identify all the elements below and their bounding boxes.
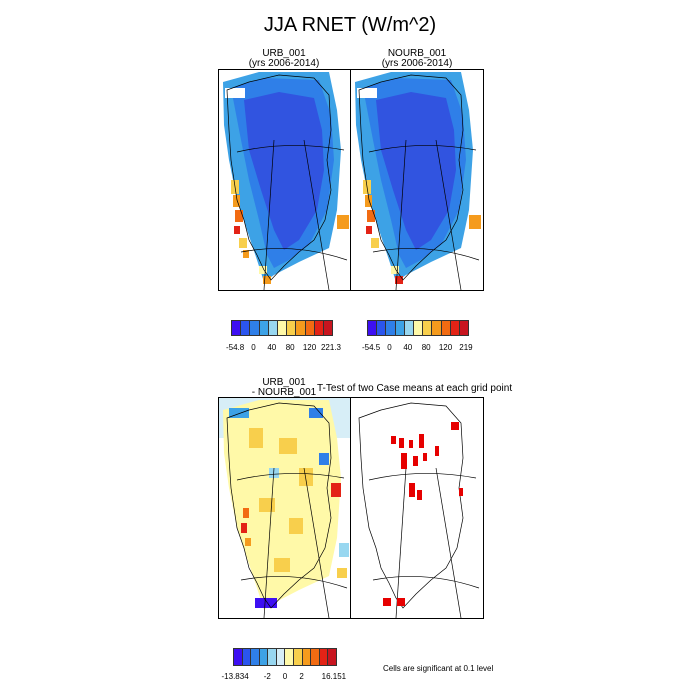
- colorbar-tick-label: 0: [251, 343, 256, 352]
- colorbar-swatch: [450, 321, 460, 335]
- map-urb-svg: [223, 72, 349, 290]
- colorbar-tick-label: 120: [438, 343, 453, 352]
- colorbar-nourb-labels: -54.5 0 40 80 120 219: [362, 343, 473, 353]
- colorbar-swatch: [232, 321, 242, 335]
- map-urb-field: [223, 72, 349, 284]
- colorbar-swatch: [294, 649, 303, 665]
- colorbar-tick-label: 120: [302, 343, 317, 352]
- colorbar-diff: [233, 648, 337, 666]
- colorbar-swatch: [259, 649, 269, 665]
- significance-note: Cells are significant at 0.1 level: [383, 664, 494, 673]
- map-urb-lines: [226, 74, 348, 290]
- colorbar-tick-label: 0: [387, 343, 392, 352]
- colorbar-swatch: [395, 321, 405, 335]
- colorbar-swatch: [285, 649, 295, 665]
- colorbar-nourb: [367, 320, 469, 336]
- colorbar-urb: [231, 320, 333, 336]
- map-panel-urb: [218, 69, 351, 291]
- map-panel-ttest: [350, 397, 484, 619]
- colorbar-swatch: [423, 321, 433, 335]
- panel-title-urb: URB_001 (yrs 2006-2014): [218, 49, 350, 69]
- colorbar-swatch: [311, 649, 320, 665]
- colorbar-tick-label: 0: [282, 672, 288, 681]
- colorbar-tick-label: -13.834: [221, 672, 249, 681]
- colorbar-swatch: [377, 321, 387, 335]
- colorbar-swatch: [314, 321, 324, 335]
- colorbar-diff-labels: -13.834 -2 0 2 16.151: [222, 672, 347, 682]
- map-diff-lines: [226, 402, 348, 618]
- colorbar-swatch: [432, 321, 442, 335]
- colorbar-tick-label: 80: [285, 343, 295, 352]
- colorbar-tick-label: -2: [263, 672, 271, 681]
- colorbar-swatch: [277, 321, 288, 335]
- colorbar-urb-labels: -54.8 0 40 80 120 221.3: [226, 343, 341, 353]
- panel-title-nourb-line1: NOURB_001: [387, 48, 447, 59]
- colorbar-tick-label: 219: [459, 343, 473, 352]
- panel-title-diff: URB_001 - NOURB_001: [218, 378, 350, 398]
- significant-cells: [383, 422, 463, 606]
- colorbar-tick-label: 40: [267, 343, 277, 352]
- map-nourb-lines: [358, 74, 480, 290]
- colorbar-swatch: [259, 321, 269, 335]
- colorbar-swatch: [404, 321, 414, 335]
- colorbar-swatch: [268, 649, 277, 665]
- colorbar-swatch: [242, 649, 252, 665]
- colorbar-tick-label: 221.3: [320, 343, 341, 352]
- colorbar-swatch: [268, 321, 278, 335]
- colorbar-tick-label: 80: [421, 343, 431, 352]
- colorbar-tick-label: 16.151: [321, 672, 347, 681]
- colorbar-swatch: [287, 321, 297, 335]
- colorbar-swatch: [319, 649, 329, 665]
- colorbar-swatch: [386, 321, 396, 335]
- colorbar-tick-label: -54.8: [225, 343, 245, 352]
- colorbar-swatch: [368, 321, 378, 335]
- colorbar-tick-label: 2: [299, 672, 304, 681]
- map-diff-field: [219, 398, 350, 610]
- panel-title-diff-line1: URB_001: [262, 377, 306, 388]
- map-panel-nourb: [350, 69, 484, 291]
- panel-title-diff-line2: - NOURB_001: [251, 387, 317, 398]
- colorbar-swatch: [413, 321, 424, 335]
- map-panel-diff: [218, 397, 351, 619]
- map-nourb-field: [355, 72, 481, 284]
- colorbar-swatch: [234, 649, 243, 665]
- colorbar-swatch: [276, 649, 286, 665]
- colorbar-swatch: [459, 321, 469, 335]
- map-ttest-lines: [358, 402, 480, 618]
- panel-title-nourb-line2: (yrs 2006-2014): [381, 58, 453, 69]
- panel-title-urb-line1: URB_001: [262, 48, 306, 59]
- colorbar-swatch: [323, 321, 333, 335]
- colorbar-tick-label: -54.5: [361, 343, 381, 352]
- colorbar-tick-label: 40: [403, 343, 413, 352]
- colorbar-swatch: [251, 649, 260, 665]
- colorbar-swatch: [441, 321, 451, 335]
- panel-title-ttest: T-Test of two Case means at each grid po…: [317, 383, 513, 394]
- colorbar-swatch: [328, 649, 336, 665]
- colorbar-swatch: [296, 321, 306, 335]
- colorbar-swatch: [241, 321, 251, 335]
- colorbar-swatch: [302, 649, 312, 665]
- panel-title-nourb: NOURB_001 (yrs 2006-2014): [350, 49, 484, 69]
- map-diff-svg: [219, 398, 350, 618]
- colorbar-swatch: [250, 321, 260, 335]
- map-nourb-svg: [355, 72, 481, 290]
- colorbar-swatch: [305, 321, 315, 335]
- figure-title: JJA RNET (W/m^2): [263, 14, 437, 36]
- map-ttest-svg: [358, 402, 480, 618]
- panel-title-urb-line2: (yrs 2006-2014): [248, 58, 320, 69]
